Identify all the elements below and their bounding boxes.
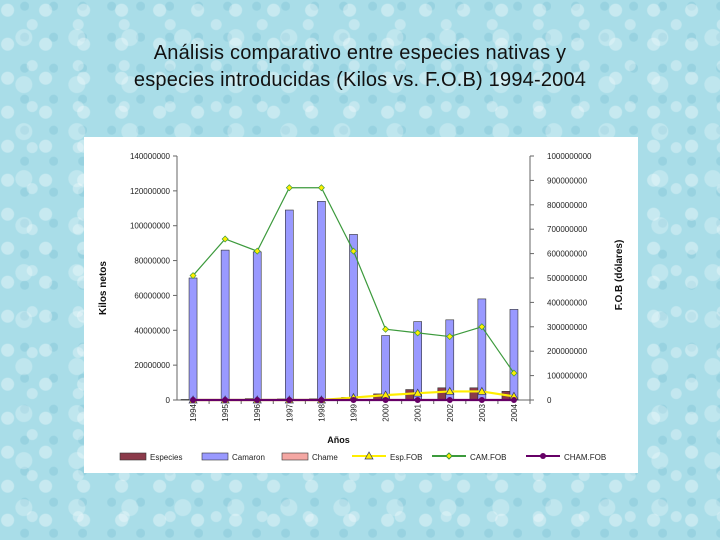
point-cham.fob-2003: [478, 397, 485, 403]
y-left-tick-label: 80000000: [134, 257, 170, 266]
y-right-axis-title: F.O.B (dólares): [614, 240, 625, 311]
bar-camaron-1994: [188, 277, 198, 401]
y-left-tick-label: 60000000: [134, 291, 170, 300]
x-tick-label: 1998: [317, 403, 326, 421]
point-cham.fob-1996: [254, 397, 261, 403]
legend-marker: [445, 452, 453, 460]
bar-camaron-1998: [317, 201, 326, 401]
y-left-tick-label: 0: [166, 396, 171, 405]
bar-especies-1994: [180, 399, 190, 401]
point-cham.fob-2001: [414, 397, 421, 403]
point-esp.fob-2003: [477, 386, 487, 395]
y-right-tick-label: 300000000: [547, 323, 588, 332]
point-cham.fob-1999: [350, 397, 357, 403]
y-left-tick-label: 140000000: [130, 152, 171, 161]
title-line-1: Análisis comparativo entre especies nati…: [153, 42, 567, 64]
bar-camaron-1996: [252, 251, 262, 401]
y-right-tick-label: 500000000: [547, 274, 588, 283]
bar-camaron-2003: [477, 298, 487, 401]
point-cam.fob-2000: [382, 325, 390, 333]
point-cam.fob-1995: [221, 235, 229, 243]
x-tick-label: 1995: [221, 403, 230, 421]
title-line-2: especies introducidas (Kilos vs. F.O.B) …: [133, 69, 587, 91]
y-right-tick-label: 100000000: [547, 372, 588, 381]
x-tick-label: 2000: [382, 403, 391, 421]
point-cam.fob-2004: [510, 369, 518, 377]
point-esp.fob-2001: [413, 388, 423, 397]
slide-title: Análisis comparativo entre especies nati…: [40, 40, 680, 94]
y-right-tick-label: 900000000: [547, 176, 588, 185]
bar-especies-2003: [469, 387, 479, 401]
bar-camaron-2004: [509, 309, 519, 401]
legend-label: Esp.FOB: [390, 453, 422, 462]
y-right-tick-label: 0: [547, 396, 552, 405]
x-tick-label: 1997: [285, 403, 294, 421]
y-right-tick-label: 1000000000: [547, 152, 592, 161]
chart-area: 0 20000000 40000000 60000000 80000000 1000000…: [84, 137, 638, 473]
y-left-tick-label: 20000000: [134, 361, 170, 370]
y-left-tick-label: 100000000: [130, 222, 171, 231]
bar-camaron-1997: [285, 209, 294, 401]
x-tick-label: 1996: [253, 403, 262, 421]
point-cham.fob-1997: [286, 397, 293, 403]
point-cham.fob-1998: [318, 397, 325, 403]
legend-label: Chame: [312, 453, 338, 462]
point-cam.fob-2003: [478, 323, 486, 331]
legend-marker: [364, 451, 374, 460]
point-cham.fob-2004: [510, 397, 517, 403]
x-tick-label: 2004: [510, 403, 519, 421]
y-right-tick-label: 800000000: [547, 201, 588, 210]
point-cam.fob-1996: [253, 247, 261, 255]
point-cham.fob-2000: [382, 397, 389, 403]
y-right-tick-label: 200000000: [547, 347, 588, 356]
legend-swatch: [119, 452, 147, 461]
y-left-tick-label: 40000000: [134, 326, 170, 335]
bar-camaron-2000: [381, 335, 390, 401]
bar-camaron-1995: [220, 249, 230, 401]
combo-chart: 0 20000000 40000000 60000000 80000000 1000000…: [98, 152, 625, 462]
point-esp.fob-2002: [445, 386, 455, 395]
y-left-tick-label: 120000000: [130, 187, 171, 196]
legend-marker: [540, 453, 546, 459]
point-cam.fob-1997: [285, 184, 293, 192]
point-cam.fob-1994: [189, 272, 197, 280]
x-tick-label: 2002: [446, 403, 455, 421]
point-cham.fob-1994: [190, 397, 197, 403]
legend-label: CAM.FOB: [470, 453, 506, 462]
x-tick-label: 1994: [189, 403, 198, 421]
point-cam.fob-1998: [317, 184, 325, 192]
lines-layer: [188, 184, 519, 404]
x-axis-title: Años: [327, 435, 350, 445]
y-right-tick-label: 700000000: [547, 225, 588, 234]
x-tick-label: 1999: [350, 403, 359, 421]
legend-label: Camaron: [232, 453, 265, 462]
x-tick-label: 2001: [414, 403, 423, 421]
legend-layer: Especies Camaron Chame Esp.FOB CAM.FOB CHAM.F…: [119, 451, 606, 462]
y-right-tick-label: 400000000: [547, 298, 588, 307]
point-cham.fob-1995: [222, 397, 229, 403]
point-cam.fob-2001: [414, 329, 422, 337]
point-cam.fob-1999: [350, 247, 357, 255]
labels-layer: 0 20000000 40000000 60000000 80000000 1000000…: [98, 152, 625, 445]
bar-especies-2002: [437, 387, 447, 401]
point-cam.fob-2002: [446, 333, 454, 341]
legend-swatch: [201, 452, 229, 461]
legend-label: Especies: [150, 453, 182, 462]
legend-label: CHAM.FOB: [564, 453, 606, 462]
y-left-axis-title: Kilos netos: [98, 261, 109, 315]
point-cham.fob-2002: [446, 397, 453, 403]
y-right-tick-label: 600000000: [547, 250, 588, 259]
bars-layer: [180, 201, 519, 401]
legend-swatch: [281, 452, 309, 461]
x-tick-label: 2003: [478, 403, 487, 421]
